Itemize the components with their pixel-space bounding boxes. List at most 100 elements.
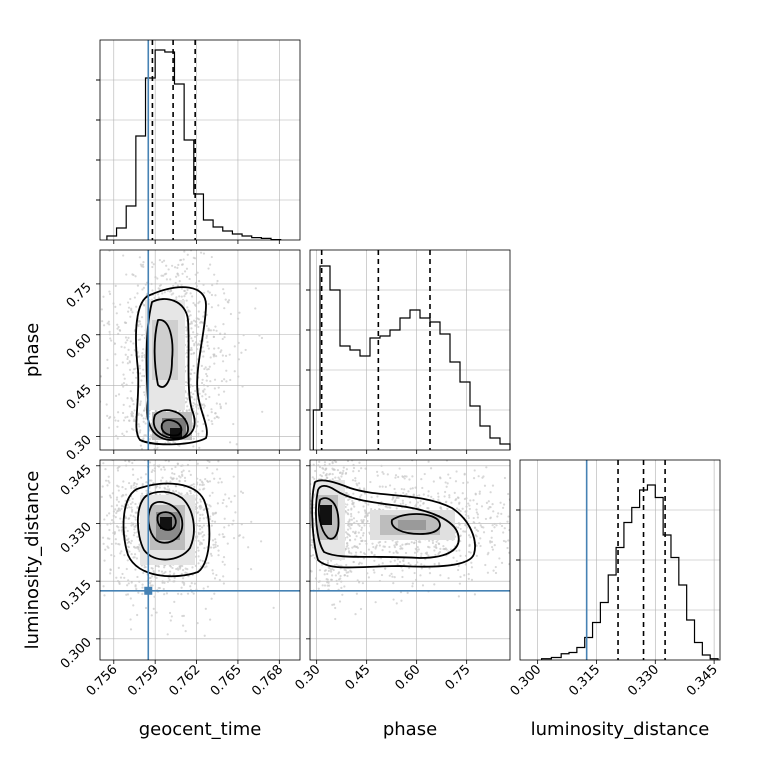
scatter-point [207,347,210,350]
scatter-point [137,423,140,426]
scatter-point [109,496,112,499]
histogram-bar [232,234,242,240]
scatter-point [351,499,354,503]
scatter-point [331,478,334,481]
contour-line [145,298,196,441]
scatter-point [206,466,209,469]
scatter-point [117,325,120,329]
scatter-point [100,308,103,311]
scatter-point [228,441,232,444]
scatter-point [468,534,471,537]
scatter-point [191,262,195,266]
scatter-point [130,397,133,400]
histogram-bar [702,655,710,660]
scatter-point [363,487,366,490]
scatter-point [171,477,174,480]
scatter-point [491,502,494,506]
scatter-point [132,473,135,476]
scatter-point [114,353,117,356]
scatter-point [488,505,491,509]
scatter-point [175,296,178,299]
scatter-point [434,543,437,547]
scatter-point [223,307,226,310]
scatter-point [211,539,215,542]
scatter-point [490,540,494,543]
scatter-point [503,503,506,506]
histogram-bar [577,648,585,661]
scatter-point [166,488,169,491]
scatter-point [344,505,347,509]
scatter-point [138,367,141,370]
scatter-point [190,327,193,330]
scatter-point [137,324,140,328]
scatter-point [310,570,313,573]
scatter-point [134,275,137,278]
scatter-point [420,555,423,558]
scatter-point [101,536,105,539]
scatter-point [109,337,112,340]
scatter-point [397,475,400,479]
scatter-point [345,545,348,548]
scatter-point [166,485,170,488]
scatter-point [144,422,147,425]
scatter-point [409,501,412,504]
scatter-point [218,533,221,536]
scatter-point [240,351,243,354]
scatter-point [107,426,111,429]
scatter-point [163,468,166,471]
scatter-point [473,526,477,529]
scatter-point [225,369,228,372]
scatter-point [422,502,425,505]
scatter-point [102,542,105,545]
scatter-point [174,484,177,488]
scatter-point [224,493,227,496]
scatter-point [148,438,152,441]
scatter-point [360,526,363,529]
scatter-point [102,295,105,298]
scatter-point [360,539,364,543]
scatter-point [318,465,322,469]
scatter-point [217,304,220,307]
scatter-point [318,460,321,464]
scatter-point [137,319,141,323]
scatter-point [327,566,330,569]
scatter-point [494,565,497,569]
scatter-point [214,543,217,546]
histogram-bar [671,558,679,661]
scatter-point [133,553,137,556]
scatter-point [173,600,176,603]
scatter-point [208,460,211,463]
scatter-point [490,536,493,539]
scatter-point [167,492,170,496]
scatter-point [362,552,366,555]
scatter-point [203,367,206,371]
scatter-point [201,481,204,484]
scatter-point [349,527,352,530]
scatter-point [380,464,383,467]
scatter-point [421,584,425,587]
scatter-point [408,478,411,481]
axes-frame [519,459,721,661]
scatter-point [122,434,126,437]
scatter-point [126,415,129,418]
scatter-point [364,501,367,504]
scatter-point [197,318,201,321]
scatter-point [163,581,166,584]
scatter-point [194,505,197,508]
scatter-point [402,563,406,566]
scatter-point [211,472,214,475]
scatter-point [115,312,118,315]
scatter-point [353,521,356,524]
scatter-point [399,547,402,550]
density-cell [170,428,182,438]
scatter-point [457,496,460,499]
scatter-point [458,582,461,585]
histogram-bar [450,362,460,450]
scatter-point [193,335,197,338]
scatter-point [171,566,174,570]
scatter-point [210,293,214,297]
scatter-point [194,403,197,406]
scatter-point [185,396,188,400]
scatter-point [217,393,220,396]
scatter-point [402,491,405,495]
